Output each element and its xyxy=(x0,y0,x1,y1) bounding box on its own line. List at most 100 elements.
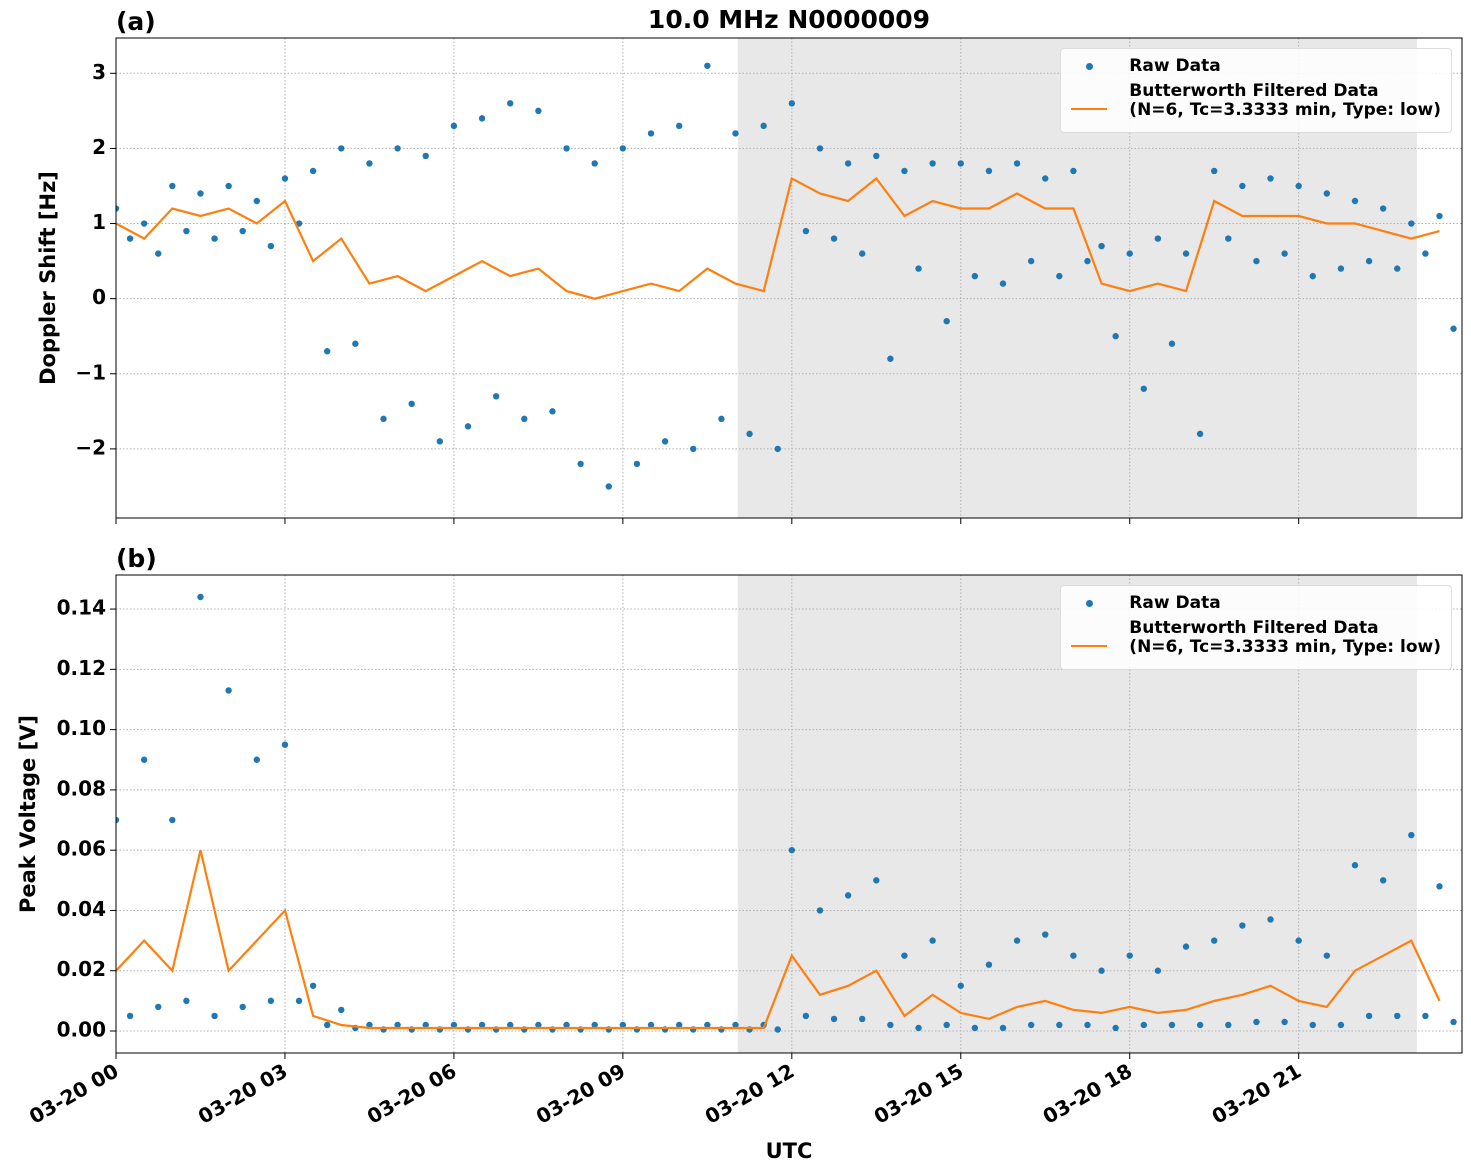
panel-label: (a) xyxy=(116,7,156,36)
raw-point xyxy=(1027,1021,1035,1029)
raw-point xyxy=(1084,257,1091,265)
raw-point xyxy=(1239,182,1246,190)
raw-point xyxy=(1295,182,1302,190)
filtered-line xyxy=(116,176,1440,300)
x-tick-label: 03-20 06 xyxy=(363,1059,461,1129)
raw-point xyxy=(619,145,627,152)
raw-point xyxy=(1225,235,1232,242)
raw-point xyxy=(873,152,880,160)
raw-point xyxy=(1337,1021,1345,1029)
raw-point xyxy=(999,280,1007,287)
raw-point xyxy=(126,235,134,242)
raw-point xyxy=(1436,883,1443,890)
raw-point xyxy=(338,145,345,152)
raw-point xyxy=(1182,250,1190,257)
raw-point xyxy=(971,1024,979,1032)
raw-point xyxy=(591,1021,598,1029)
raw-point xyxy=(1056,1021,1063,1029)
raw-point xyxy=(1225,1021,1232,1029)
raw-point xyxy=(887,355,894,362)
raw-point xyxy=(816,145,824,152)
raw-point xyxy=(859,250,866,257)
y-tick-label: −1 xyxy=(75,360,106,384)
raw-point xyxy=(1013,937,1021,944)
raw-point xyxy=(901,167,908,175)
raw-point xyxy=(295,997,303,1005)
raw-point xyxy=(352,340,359,347)
raw-point xyxy=(774,1026,781,1033)
raw-point xyxy=(211,1012,218,1020)
raw-point xyxy=(309,982,317,989)
raw-point xyxy=(802,227,810,235)
y-tick-label: 0.00 xyxy=(57,1017,106,1041)
raw-point xyxy=(253,197,260,205)
x-tick-label: 03-20 00 xyxy=(25,1059,123,1129)
y-axis-label: Doppler Shift [Hz] xyxy=(36,171,60,385)
legend-entry: Raw Data xyxy=(1071,57,1441,76)
raw-point xyxy=(478,115,486,122)
legend-label: Raw Data xyxy=(1129,56,1221,76)
raw-point xyxy=(309,167,317,175)
x-tick-label: 03-20 03 xyxy=(194,1059,292,1129)
raw-point xyxy=(253,756,260,763)
legend-marker xyxy=(1071,108,1108,110)
raw-point xyxy=(225,182,232,190)
raw-point xyxy=(394,1021,401,1029)
y-tick-label: 0.10 xyxy=(57,716,106,740)
x-tick-label: 03-20 18 xyxy=(1039,1059,1137,1129)
chart-title: 10.0 MHz N0000009 xyxy=(648,5,930,34)
raw-point xyxy=(1323,190,1331,197)
y-tick-label: 2 xyxy=(92,135,106,159)
raw-point xyxy=(844,892,852,899)
raw-point xyxy=(957,160,964,167)
raw-point xyxy=(408,400,415,408)
raw-point xyxy=(1070,952,1077,959)
raw-point xyxy=(985,961,993,968)
x-tick-label: 03-20 12 xyxy=(701,1059,799,1129)
raw-point xyxy=(267,242,275,250)
raw-point xyxy=(323,1021,331,1029)
raw-point xyxy=(1436,212,1443,220)
raw-point xyxy=(1379,205,1387,212)
raw-point xyxy=(1281,1018,1288,1026)
raw-point xyxy=(563,145,570,152)
raw-point xyxy=(999,1024,1007,1032)
raw-point xyxy=(647,1021,655,1029)
raw-point xyxy=(1140,1021,1148,1029)
raw-point xyxy=(366,1021,373,1029)
raw-point xyxy=(323,348,331,355)
legend-key xyxy=(1071,619,1108,647)
y-tick-label: 0.08 xyxy=(57,776,106,800)
raw-point xyxy=(535,107,542,115)
y-tick-label: 0.06 xyxy=(57,837,106,861)
raw-point xyxy=(1042,175,1049,182)
y-tick-label: 0 xyxy=(92,285,106,309)
raw-point xyxy=(943,317,950,325)
y-tick-label: −2 xyxy=(75,435,106,459)
raw-point xyxy=(267,997,275,1005)
raw-point xyxy=(549,408,556,415)
raw-point xyxy=(183,227,190,235)
raw-point xyxy=(1027,257,1035,265)
plot-frame xyxy=(115,574,1463,1054)
raw-point xyxy=(661,438,669,445)
raw-point xyxy=(281,741,289,748)
legend-entry: Butterworth Filtered Data (N=6, Tc=3.333… xyxy=(1071,619,1441,657)
raw-point xyxy=(704,1021,711,1029)
legend-label: Butterworth Filtered Data (N=6, Tc=3.333… xyxy=(1129,81,1441,120)
legend-marker xyxy=(1086,600,1094,607)
raw-point xyxy=(830,1015,838,1023)
raw-point xyxy=(239,1003,246,1011)
raw-point xyxy=(859,1015,866,1023)
raw-point xyxy=(380,415,387,423)
raw-point xyxy=(126,1012,134,1020)
raw-point xyxy=(507,1021,514,1029)
raw-point xyxy=(492,393,500,400)
legend-key xyxy=(1071,82,1108,110)
raw-point xyxy=(1168,1021,1176,1029)
raw-point xyxy=(1281,250,1288,257)
raw-point xyxy=(140,756,148,763)
raw-point xyxy=(1154,967,1162,974)
raw-point xyxy=(929,937,936,944)
raw-point xyxy=(647,130,655,137)
